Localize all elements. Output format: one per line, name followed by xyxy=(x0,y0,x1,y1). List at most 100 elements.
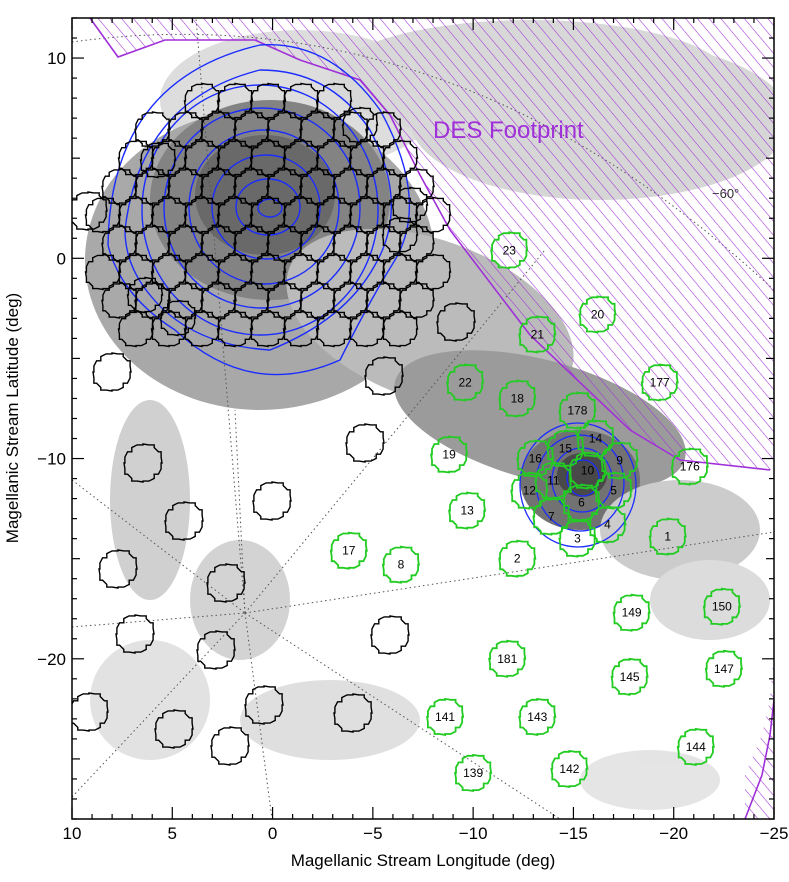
field-marker xyxy=(490,231,529,270)
field-marker xyxy=(183,139,221,177)
field-marker xyxy=(72,191,108,231)
field-marker xyxy=(252,481,292,521)
y-tick-label: 0 xyxy=(57,249,66,268)
field-marker xyxy=(518,697,557,736)
field-1: 1 xyxy=(648,517,687,556)
field-marker xyxy=(282,253,320,291)
field-marker xyxy=(200,168,237,205)
field-marker xyxy=(498,379,537,418)
field-marker xyxy=(98,549,138,589)
field-marker xyxy=(332,282,369,319)
field-marker xyxy=(568,451,607,490)
field-label: 142 xyxy=(559,762,579,776)
field-149: 149 xyxy=(612,593,651,632)
field-marker xyxy=(612,593,651,632)
field-marker xyxy=(233,282,270,319)
field-marker xyxy=(154,709,194,749)
field-marker xyxy=(518,315,557,354)
field-marker xyxy=(101,282,138,319)
field-marker xyxy=(233,111,270,148)
field-marker xyxy=(167,168,204,205)
field-marker xyxy=(516,439,555,478)
field-marker xyxy=(348,310,386,348)
field-label: 3 xyxy=(574,532,581,546)
field-marker xyxy=(640,363,679,402)
field-marker xyxy=(558,391,597,430)
field-marker xyxy=(365,111,402,148)
field-marker xyxy=(266,225,303,262)
field-marker xyxy=(134,168,171,205)
field-marker xyxy=(676,727,715,766)
axis-tick-labels: 10 5 0 −5 −10 −15 −20 −25 10 0 −10 −20 xyxy=(37,49,788,843)
des-footprint-label: DES Footprint xyxy=(433,117,584,144)
field-label: 145 xyxy=(620,670,640,684)
field-176: 176 xyxy=(670,447,709,486)
field-marker xyxy=(454,753,493,792)
field-label: 141 xyxy=(435,710,455,724)
field-label: 8 xyxy=(398,558,405,572)
field-label: 150 xyxy=(712,600,732,614)
field-marker xyxy=(159,299,197,337)
field-marker xyxy=(216,139,254,177)
field-marker xyxy=(266,282,303,319)
field-marker xyxy=(381,216,419,254)
field-label: 139 xyxy=(463,766,483,780)
x-tick-label: 10 xyxy=(63,824,82,843)
field-marker xyxy=(364,356,404,396)
field-marker xyxy=(216,196,254,234)
field-label: 1 xyxy=(664,530,671,544)
field-marker xyxy=(365,282,402,319)
field-marker xyxy=(84,253,122,291)
x-tick-label: −10 xyxy=(459,824,488,843)
field-23: 23 xyxy=(490,231,529,270)
field-marker xyxy=(670,447,709,486)
field-marker xyxy=(210,726,250,766)
field-marker xyxy=(329,531,368,570)
field-marker xyxy=(183,196,221,234)
field-marker xyxy=(92,352,132,392)
x-tick-label: −25 xyxy=(760,824,789,843)
field-label: 147 xyxy=(714,662,734,676)
field-marker xyxy=(702,587,741,626)
field-marker xyxy=(348,253,386,291)
field-marker xyxy=(365,225,402,262)
field-label: 5 xyxy=(610,484,617,498)
field-177: 177 xyxy=(640,363,679,402)
field-label: 23 xyxy=(503,243,517,257)
field-marker xyxy=(546,429,585,468)
field-marker xyxy=(115,614,155,654)
field-marker xyxy=(370,615,410,655)
field-marker xyxy=(249,82,287,120)
field-marker xyxy=(436,302,476,342)
field-marker xyxy=(498,539,537,578)
field-marker xyxy=(381,253,419,291)
field-145: 145 xyxy=(610,657,649,696)
field-17: 17 xyxy=(329,531,368,570)
field-label: 13 xyxy=(460,504,474,518)
field-marker xyxy=(315,196,353,234)
field-marker xyxy=(578,295,617,334)
x-axis-title: Magellanic Stream Longitude (deg) xyxy=(291,851,556,870)
field-label: 149 xyxy=(622,606,642,620)
field-marker xyxy=(167,225,204,262)
field-label: 17 xyxy=(342,544,356,558)
field-marker xyxy=(381,310,419,348)
x-tick-label: 0 xyxy=(268,824,277,843)
field-label: 176 xyxy=(680,460,700,474)
field-3: 3 xyxy=(558,519,597,558)
field-marker xyxy=(167,282,204,319)
field-label: 14 xyxy=(589,432,603,446)
field-marker xyxy=(200,282,237,319)
field-marker xyxy=(446,363,485,402)
field-150: 150 xyxy=(702,587,741,626)
field-marker xyxy=(117,196,155,234)
field-marker xyxy=(414,196,452,234)
y-tick-label: −20 xyxy=(37,650,66,669)
field-139: 139 xyxy=(454,753,493,792)
field-marker xyxy=(381,196,419,234)
field-label: 178 xyxy=(567,403,587,417)
field-marker xyxy=(315,82,353,120)
field-marker xyxy=(249,253,287,291)
x-tick-label: 5 xyxy=(168,824,177,843)
